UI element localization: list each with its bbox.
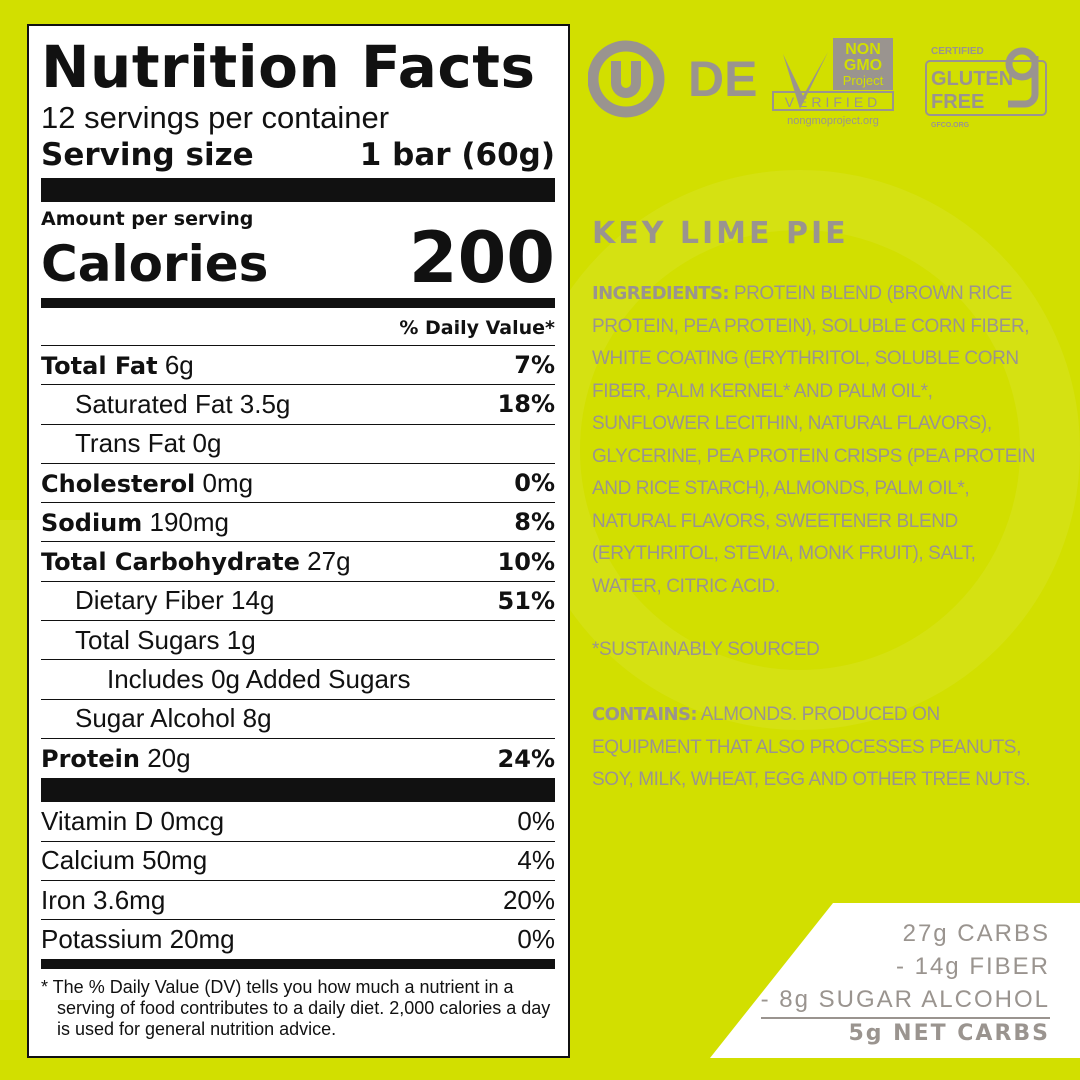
nutrient-row: Protein 20g 24%: [41, 739, 555, 778]
amount-per-serving: Amount per serving: [41, 208, 254, 230]
vitamin-row: Iron 3.6mg 20%: [41, 881, 555, 921]
nutrient-row: Cholesterol 0mg 0%: [41, 464, 555, 504]
nutrient-label: Protein: [41, 745, 140, 774]
svg-text:GMO: GMO: [844, 57, 882, 74]
nutrition-facts-label: Nutrition Facts 12 servings per containe…: [27, 24, 570, 1058]
non-gmo-logo: NON GMO Project VERIFIED nongmoproject.o…: [772, 38, 894, 127]
vitamin-name: Iron 3.6mg: [41, 884, 166, 915]
nutrient-label: Cholesterol: [41, 469, 196, 498]
serving-size: Serving size 1 bar (60g): [41, 136, 555, 174]
nutrient-name: Total Fat 6g: [41, 350, 194, 381]
sustainably-sourced-note: *SUSTAINABLY SOURCED: [592, 639, 820, 660]
nutrient-daily-value: 10%: [497, 547, 555, 576]
svg-text:nongmoproject.org: nongmoproject.org: [787, 115, 879, 127]
nutrient-daily-value: 8%: [514, 508, 555, 537]
flavor-name: KEY LIME PIE: [592, 216, 849, 251]
nutrient-daily-value: 7%: [514, 351, 555, 380]
nutrient-name: Saturated Fat 3.5g: [75, 388, 291, 419]
nutrient-name: Sugar Alcohol 8g: [75, 703, 272, 734]
nutrient-row: Total Carbohydrate 27g 10%: [41, 542, 555, 582]
nutrient-row: Dietary Fiber 14g 51%: [41, 582, 555, 622]
nutrient-name: Sodium 190mg: [41, 507, 229, 538]
svg-text:GFCO.ORG: GFCO.ORG: [931, 122, 970, 129]
net-carbs-line: 27g CARBS: [902, 920, 1050, 947]
kosher-dairy-logo: DE: [588, 40, 757, 118]
nutrient-daily-value: 18%: [497, 390, 555, 419]
daily-value-header: % Daily Value*: [41, 308, 555, 346]
nutrient-row: Sodium 190mg 8%: [41, 503, 555, 543]
nutrient-label: Total Carbohydrate: [41, 548, 300, 577]
nutrient-name: Includes 0g Added Sugars: [107, 664, 411, 695]
vitamin-daily-value: 4%: [517, 845, 555, 876]
nutrient-name: Cholesterol 0mg: [41, 468, 253, 499]
net-carbs-panel: 27g CARBS - 14g FIBER - 8g SUGAR ALCOHOL…: [710, 903, 1080, 1058]
vitamin-name: Potassium 20mg: [41, 924, 235, 955]
nutrient-daily-value: 51%: [497, 586, 555, 615]
vitamin-name: Vitamin D 0mcg: [41, 805, 225, 836]
vitamin-daily-value: 0%: [517, 924, 555, 955]
nutrient-label: Sodium: [41, 508, 143, 537]
nutrient-name: Protein 20g: [41, 743, 191, 774]
nutrient-name: Dietary Fiber 14g: [75, 585, 275, 616]
nutrient-row: Total Sugars 1g: [41, 621, 555, 661]
contains-text: ALMONDS. PRODUCED ON EQUIPMENT THAT ALSO…: [592, 704, 1031, 790]
svg-text:GLUTEN: GLUTEN: [931, 68, 1013, 90]
nutrient-daily-value: 0%: [514, 469, 555, 498]
svg-text:VERIFIED: VERIFIED: [785, 94, 882, 110]
nutrient-label: Total Fat: [41, 351, 158, 380]
medium-divider: [41, 298, 555, 308]
nutrient-name: Total Sugars 1g: [75, 624, 256, 655]
vitamin-row: Calcium 50mg 4%: [41, 842, 555, 881]
net-carbs-line: - 14g FIBER: [895, 953, 1050, 980]
svg-text:CERTIFIED: CERTIFIED: [931, 46, 984, 57]
calories-label: Calories: [41, 235, 269, 293]
nutrient-row: Saturated Fat 3.5g 18%: [41, 385, 555, 425]
allergen-statement: CONTAINS: ALMONDS. PRODUCED ON EQUIPMENT…: [592, 699, 1042, 797]
vitamin-row: Potassium 20mg 0%: [41, 920, 555, 959]
net-carbs-line: - 8g SUGAR ALCOHOL: [760, 983, 1050, 1019]
nutrient-row: Sugar Alcohol 8g: [41, 700, 555, 739]
certification-logos: DE NON GMO Project VERIFIED nongmoprojec…: [588, 38, 1047, 129]
calories-row: Calories 200: [41, 223, 555, 293]
serving-size-value: 1 bar (60g): [359, 137, 555, 173]
gluten-free-logo: CERTIFIED GLUTEN FREE GFCO.ORG: [925, 46, 1047, 129]
footnote: * The % Daily Value (DV) tells you how m…: [41, 977, 551, 1040]
svg-text:Project: Project: [843, 73, 884, 88]
nutrient-name: Trans Fat 0g: [75, 428, 222, 459]
servings-per-container: 12 servings per container: [41, 100, 390, 135]
vitamin-row: Vitamin D 0mcg 0%: [41, 802, 555, 842]
nutrient-amount: 27g: [307, 546, 351, 577]
nutrient-row: Includes 0g Added Sugars: [41, 660, 555, 700]
nutrient-daily-value: 24%: [497, 744, 555, 773]
nutrient-amount: 6g: [164, 349, 194, 380]
serving-size-label: Serving size: [41, 137, 254, 173]
vitamin-daily-value: 0%: [517, 805, 555, 836]
nutrient-amount: 20g: [147, 743, 191, 774]
net-carbs-total: 5g NET CARBS: [848, 1021, 1050, 1046]
vitamin-name: Calcium 50mg: [41, 845, 208, 876]
nutrient-row: Trans Fat 0g: [41, 425, 555, 464]
ingredients-label: INGREDIENTS:: [592, 283, 730, 304]
nutrient-amount: 190mg: [149, 506, 230, 537]
label-title: Nutrition Facts: [41, 33, 536, 101]
svg-text:FREE: FREE: [931, 91, 984, 113]
svg-text:DE: DE: [688, 51, 757, 107]
thick-divider: [41, 778, 555, 803]
thick-divider: [41, 178, 555, 202]
nutrient-row: Total Fat 6g 7%: [41, 346, 555, 386]
nutrient-amount: 0mg: [202, 467, 254, 498]
medium-divider: [41, 959, 555, 970]
calories-value: 200: [408, 217, 555, 299]
vitamin-daily-value: 20%: [502, 884, 555, 915]
ingredients: INGREDIENTS: PROTEIN BLEND (BROWN RICE P…: [592, 278, 1042, 603]
nutrient-name: Total Carbohydrate 27g: [41, 546, 351, 577]
contains-label: CONTAINS:: [592, 704, 698, 725]
ingredients-text: PROTEIN BLEND (BROWN RICE PROTEIN, PEA P…: [592, 283, 1036, 597]
svg-text:NON: NON: [845, 41, 881, 58]
